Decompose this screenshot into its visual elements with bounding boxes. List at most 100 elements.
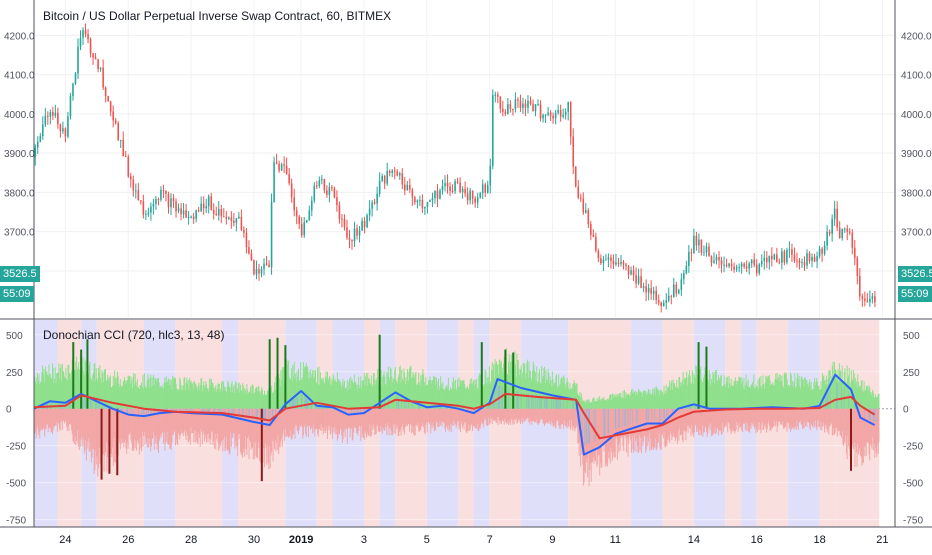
price-tick-label-left: 4000.0 xyxy=(4,110,35,121)
candle-body xyxy=(622,261,625,265)
candle-body xyxy=(245,232,248,248)
time-tick-label: 3 xyxy=(361,534,367,546)
candle-body xyxy=(348,237,351,240)
candle-body xyxy=(562,114,564,117)
candle-body xyxy=(512,108,514,110)
candle-body xyxy=(268,264,270,268)
candle-body xyxy=(489,165,492,186)
candle-body xyxy=(393,170,396,172)
candle-body xyxy=(567,102,569,112)
candle-body xyxy=(504,111,507,114)
candle-body xyxy=(758,264,761,274)
candle-body xyxy=(102,67,104,88)
candle-body xyxy=(84,29,87,35)
candle-body xyxy=(376,193,378,204)
price-tick-label-right: 4200.0 xyxy=(901,31,932,42)
candle-body xyxy=(220,209,223,217)
candle-body xyxy=(595,236,597,251)
candle-body xyxy=(793,254,796,261)
candle-body xyxy=(776,254,778,262)
candle-body xyxy=(652,290,655,294)
candle-body xyxy=(157,199,160,201)
candle-body xyxy=(429,200,431,202)
candle-body xyxy=(700,239,703,253)
indicator-tick-label-right: -500 xyxy=(903,479,923,490)
candle-body xyxy=(217,209,220,216)
candle-body xyxy=(574,166,577,187)
candle-body xyxy=(240,216,243,230)
indicator-tick-label-left: -750 xyxy=(6,516,26,527)
candle-body xyxy=(733,266,735,270)
candle-body xyxy=(396,171,399,176)
candle-body xyxy=(607,257,610,260)
candle-body xyxy=(416,200,419,203)
candle-body xyxy=(270,202,273,268)
candle-body xyxy=(177,208,180,212)
candle-body xyxy=(874,296,876,303)
candle-body xyxy=(321,179,323,181)
candle-body xyxy=(549,112,552,116)
candle-body xyxy=(439,190,441,199)
candle-body xyxy=(693,235,695,253)
candle-body xyxy=(333,188,336,198)
indicator-tick-label-left: 0 xyxy=(6,405,12,416)
time-tick-label: 11 xyxy=(610,534,621,546)
candle-body xyxy=(212,209,215,214)
candle-body xyxy=(587,210,590,225)
candle-body xyxy=(680,279,683,290)
candle-body xyxy=(205,206,207,209)
candle-body xyxy=(806,253,808,266)
candle-body xyxy=(605,259,607,261)
candle-body xyxy=(288,173,290,184)
candle-body xyxy=(786,249,788,263)
candle-body xyxy=(803,262,806,266)
candle-body xyxy=(539,104,542,119)
candle-body xyxy=(745,266,748,269)
candle-body xyxy=(534,104,537,112)
candle-body xyxy=(92,53,94,58)
candle-body xyxy=(735,267,738,270)
candle-body xyxy=(398,173,401,176)
candle-body xyxy=(77,46,79,74)
candle-body xyxy=(620,261,622,264)
candle-body xyxy=(740,263,743,267)
candle-body xyxy=(517,99,519,101)
candle-body xyxy=(718,257,720,261)
candle-body xyxy=(388,171,391,173)
candle-body xyxy=(117,123,120,141)
candle-body xyxy=(255,268,258,275)
candle-body xyxy=(813,256,816,262)
candle-body xyxy=(107,96,109,102)
candle-body xyxy=(305,220,308,223)
candle-body xyxy=(481,184,484,194)
countdown-badge-left: 55:09 xyxy=(0,286,34,302)
candle-body xyxy=(471,190,474,199)
candle-body xyxy=(816,256,818,262)
candle-body xyxy=(723,264,725,266)
candle-body xyxy=(59,124,62,132)
candle-body xyxy=(112,111,114,121)
candle-body xyxy=(710,256,713,263)
indicator-tick-label-left: 250 xyxy=(6,368,23,379)
candle-body xyxy=(811,256,813,262)
candle-body xyxy=(313,185,316,201)
candle-body xyxy=(142,201,145,215)
candle-body xyxy=(662,302,665,307)
candle-body xyxy=(625,264,627,267)
candle-body xyxy=(650,288,652,294)
candle-body xyxy=(597,250,600,259)
candle-body xyxy=(846,228,849,232)
candle-body xyxy=(64,128,67,137)
candle-body xyxy=(210,196,213,210)
candle-body xyxy=(104,87,107,97)
candle-body xyxy=(843,228,846,230)
candle-body xyxy=(338,205,341,219)
candle-body xyxy=(34,147,37,158)
candle-body xyxy=(645,286,647,293)
candle-body xyxy=(295,210,298,217)
candle-body xyxy=(685,265,688,274)
candle-body xyxy=(738,266,740,268)
candle-body xyxy=(182,210,185,215)
